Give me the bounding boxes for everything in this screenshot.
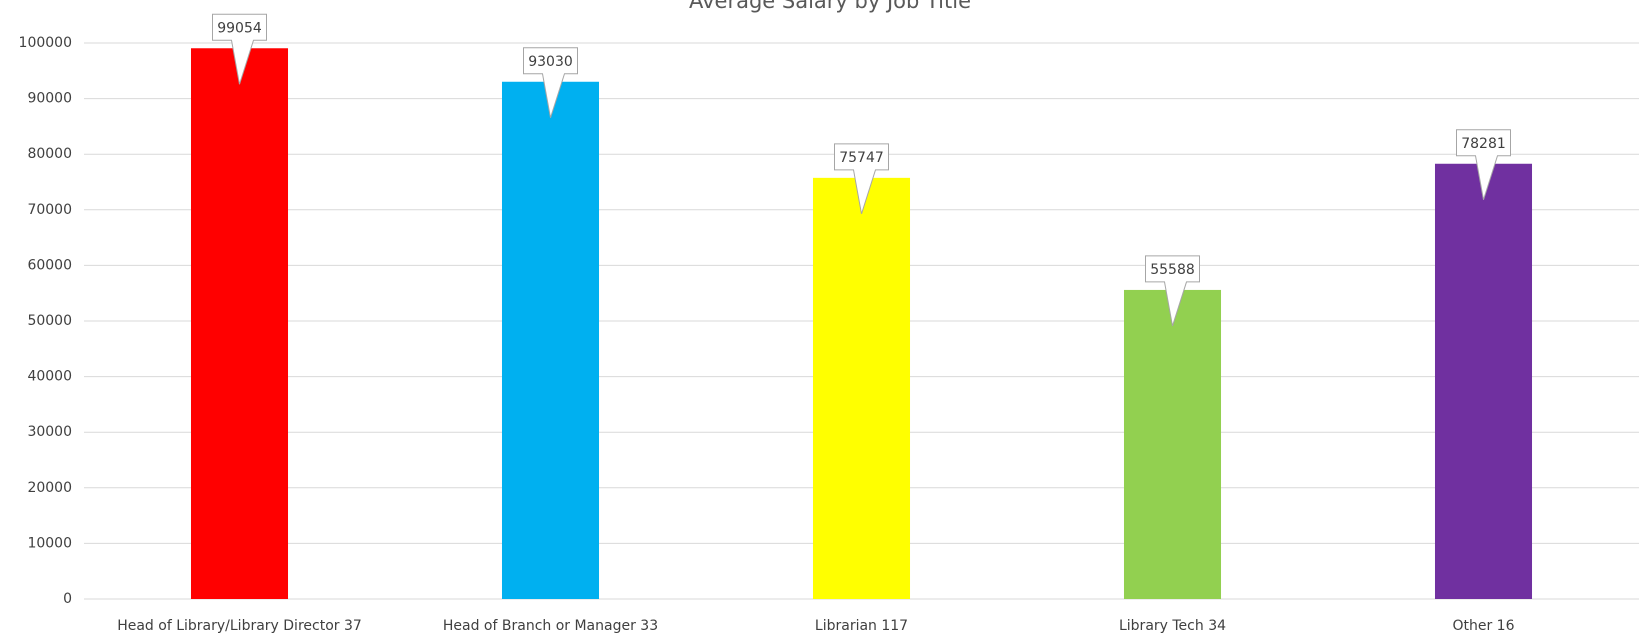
x-tick-label: Other 16: [1452, 618, 1514, 634]
y-tick-label: 0: [63, 591, 72, 607]
callout: [212, 13, 267, 85]
callout: [834, 143, 889, 214]
x-tick-label: Librarian 117: [815, 618, 908, 634]
y-tick-label: 70000: [27, 202, 72, 218]
callout: [523, 47, 578, 118]
bar: [501, 81, 600, 600]
y-tick-label: 50000: [27, 313, 72, 329]
x-tick-label: Head of Branch or Manager 33: [443, 618, 658, 634]
data-label: 55588: [1150, 262, 1195, 278]
data-label: 93030: [528, 54, 573, 70]
bar: [1434, 163, 1533, 600]
callout: [1456, 129, 1511, 200]
chart-title: Average Salary by Job Title: [689, 0, 971, 13]
data-label: 78281: [1461, 136, 1506, 152]
bar: [812, 177, 911, 599]
callout: [1145, 255, 1200, 327]
y-tick-label: 60000: [27, 257, 72, 273]
bar: [1123, 289, 1222, 599]
data-label: 99054: [217, 20, 262, 36]
data-label: 75747: [839, 150, 884, 166]
y-tick-label: 10000: [27, 535, 72, 551]
x-tick-label: Library Tech 34: [1119, 618, 1226, 634]
y-tick-label: 100000: [19, 35, 72, 51]
y-tick-label: 20000: [27, 480, 72, 496]
y-tick-label: 80000: [27, 146, 72, 162]
y-tick-label: 90000: [27, 91, 72, 107]
bar: [190, 48, 289, 599]
y-tick-label: 40000: [27, 369, 72, 385]
y-tick-label: 30000: [27, 424, 72, 440]
x-tick-label: Head of Library/Library Director 37: [117, 618, 362, 634]
